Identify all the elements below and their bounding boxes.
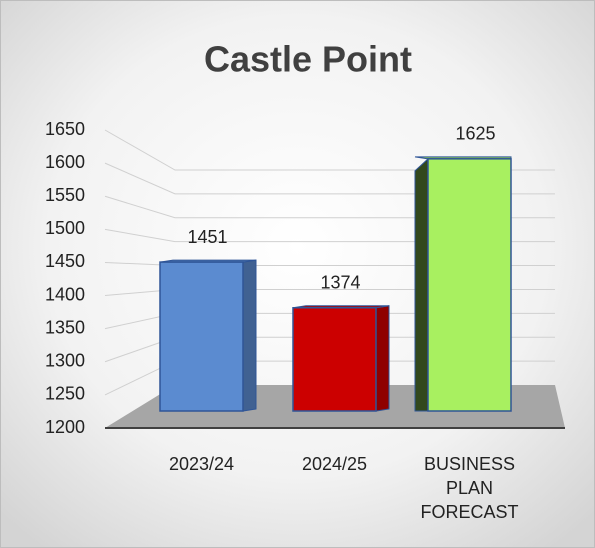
bar [292, 307, 377, 412]
y-tick-label: 1250 [45, 384, 85, 404]
y-tick-label: 1500 [45, 218, 85, 238]
chart-title: Castle Point [204, 39, 412, 80]
y-tick-label: 1450 [45, 251, 85, 271]
y-tick-label: 1350 [45, 317, 85, 337]
bar-side [375, 305, 390, 412]
bar [427, 158, 512, 412]
bar-side [242, 259, 257, 412]
y-tick-label: 1200 [45, 417, 85, 437]
bar-side [414, 157, 429, 412]
y-tick-label: 1650 [45, 119, 85, 139]
data-label: 1451 [187, 227, 227, 247]
x-tick-label: 2024/25 [301, 454, 368, 474]
x-tick-label: 2023/24 [168, 454, 235, 474]
bar [159, 261, 244, 412]
y-tick-label: 1400 [45, 284, 85, 304]
y-tick-label: 1550 [45, 185, 85, 205]
data-label: 1625 [455, 124, 495, 144]
y-tick-label: 1300 [45, 351, 85, 371]
data-label: 1374 [320, 273, 360, 293]
y-tick-label: 1600 [45, 152, 85, 172]
x-tick-label: BUSINESS PLAN FORECAST [420, 454, 519, 522]
